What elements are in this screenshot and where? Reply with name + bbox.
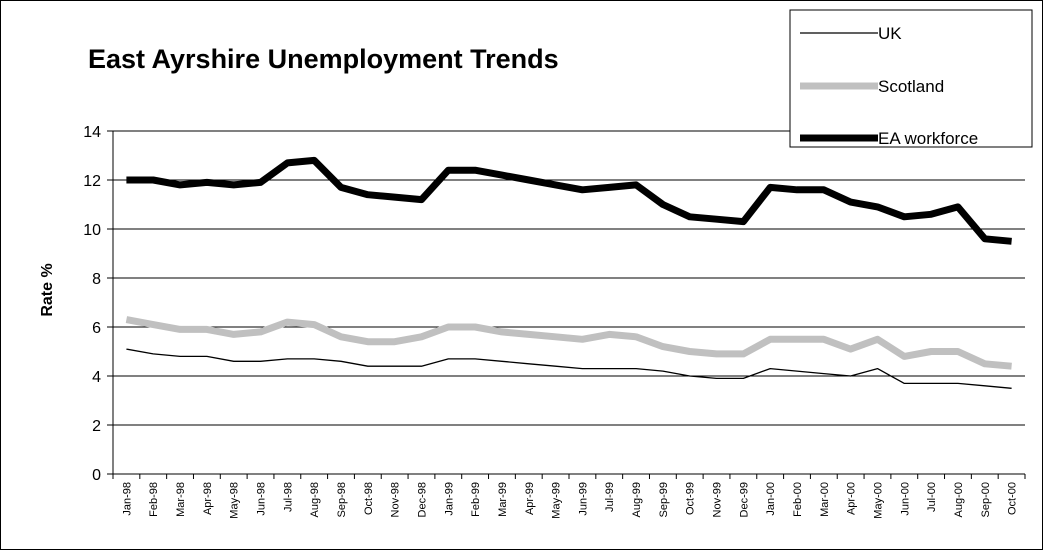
legend-items: UK Scotland EA workforce (800, 24, 978, 148)
x-tick-label: Oct-00 (1007, 482, 1019, 515)
chart-title: East Ayrshire Unemployment Trends (88, 44, 559, 74)
series-line-scotland (125, 316, 1012, 370)
x-tick-label: Feb-00 (792, 482, 804, 517)
x-axis-ticks: Jan-98 Feb-98 Mar-98 Apr-98 May-98 Jun-98 Jul-… (121, 482, 1018, 519)
legend-label: UK (878, 24, 902, 43)
y-tick-label: 10 (83, 222, 101, 239)
x-tick-label: Jul-99 (604, 482, 616, 512)
y-tick-label: 2 (92, 418, 101, 435)
x-tick-label: May-00 (872, 482, 884, 519)
x-tick-label: Nov-99 (712, 482, 724, 517)
x-tick-label: Jul-98 (282, 482, 294, 512)
series-line-ea-workforce (126, 156, 1012, 245)
y-tick-label: 14 (83, 124, 101, 141)
legend: UK Scotland EA workforce (789, 9, 1033, 148)
x-tick-label: Feb-98 (148, 482, 160, 517)
series-lines (125, 156, 1012, 389)
x-tick-label: Feb-99 (470, 482, 482, 517)
x-tick-label: Apr-00 (846, 482, 858, 515)
axes (107, 130, 1026, 479)
x-tick-label: Oct-98 (363, 482, 375, 515)
y-tick-label: 0 (92, 467, 101, 484)
x-tick-label: Apr-98 (202, 482, 214, 515)
x-tick-label: Sep-99 (658, 482, 670, 517)
x-tick-label: May-98 (229, 482, 241, 519)
y-axis-ticks: 0 2 4 6 8 10 12 14 (83, 124, 101, 484)
y-tick-label: 6 (92, 320, 101, 337)
legend-label: Scotland (878, 77, 944, 96)
y-axis-label: Rate % (39, 263, 56, 316)
x-tick-label: Jan-98 (121, 482, 133, 516)
y-tick-label: 4 (92, 369, 101, 386)
x-tick-label: Jan-99 (443, 482, 455, 516)
x-tick-label: Apr-99 (524, 482, 536, 515)
series-line-uk (126, 348, 1012, 389)
legend-label: EA workforce (878, 129, 978, 148)
x-tick-label: Jan-00 (765, 482, 777, 516)
x-tick-label: May-99 (551, 482, 563, 519)
x-tick-label: Mar-00 (819, 482, 831, 517)
x-tick-label: Aug-00 (953, 482, 965, 517)
x-tick-label: Mar-98 (175, 482, 187, 517)
x-tick-label: Mar-99 (497, 482, 509, 517)
y-tick-label: 12 (83, 173, 101, 190)
x-tick-label: Dec-99 (738, 482, 750, 517)
x-tick-label: Jun-99 (577, 482, 589, 516)
x-tick-label: Jun-00 (899, 482, 911, 516)
x-tick-label: Sep-98 (336, 482, 348, 517)
x-tick-label: Dec-98 (416, 482, 428, 517)
x-tick-label: Jun-98 (256, 482, 268, 516)
y-tick-label: 8 (92, 271, 101, 288)
x-tick-label: Aug-98 (309, 482, 321, 517)
x-tick-label: Nov-98 (390, 482, 402, 517)
x-tick-label: Jul-00 (926, 482, 938, 512)
x-tick-label: Oct-99 (685, 482, 697, 515)
x-tick-label: Sep-00 (980, 482, 992, 517)
x-tick-label: Aug-99 (631, 482, 643, 517)
gridlines (113, 130, 1025, 426)
